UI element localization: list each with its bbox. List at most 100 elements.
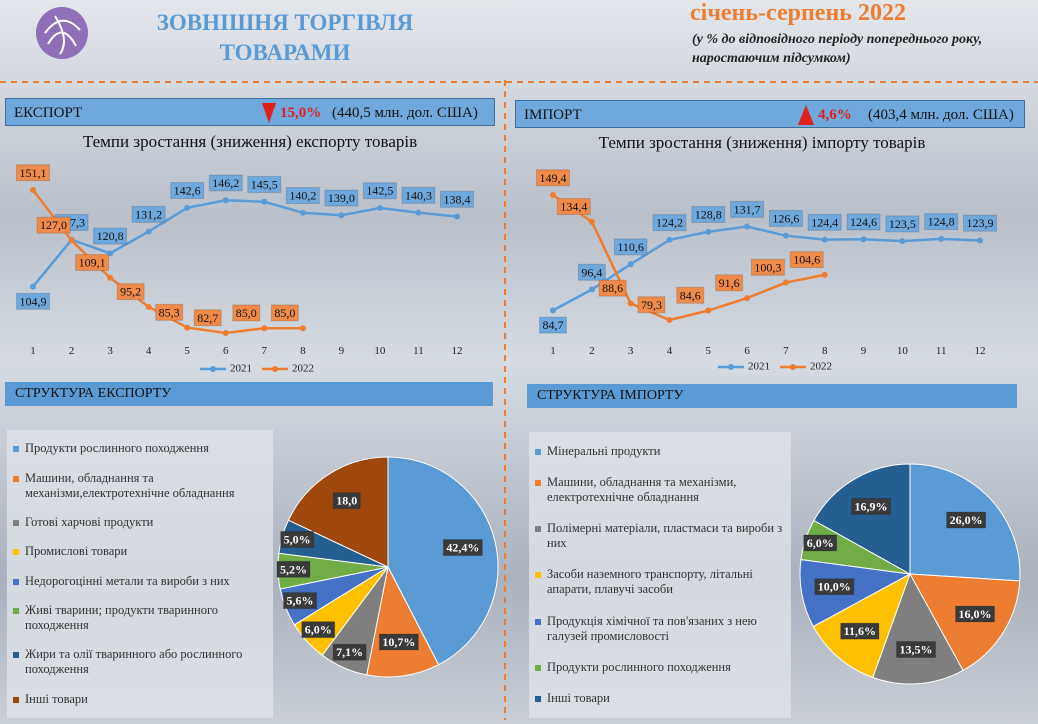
amount: (440,5 млн. дол. США) [332, 105, 478, 121]
marker [299, 209, 306, 216]
data-label-text: 11,6% [844, 624, 876, 638]
data-label-text: 5,2% [280, 562, 307, 576]
legend-label: Мінеральні продукти [547, 444, 661, 459]
logo-mark [44, 15, 81, 55]
legend-swatch [535, 695, 541, 702]
marker [588, 218, 595, 225]
x-tick-label: 2 [589, 345, 595, 357]
label-box [885, 215, 920, 233]
legend-item: Недорогоцінні метали та вироби з них [13, 574, 267, 589]
label-box [440, 190, 474, 208]
data-label: 145,5 [247, 175, 282, 193]
label-box [75, 254, 110, 272]
data-label: 85,0 [232, 304, 261, 322]
legend-item: Засоби наземного транспорту, літальні ап… [535, 567, 785, 597]
data-label: 84,7 [539, 316, 567, 334]
data-label: 139,0 [324, 189, 359, 207]
label-box [730, 200, 765, 218]
legend-label: 2021 [230, 363, 252, 375]
label-box [924, 213, 959, 231]
marker [145, 303, 152, 310]
legend-item: Живі тварини; продукти тваринного походж… [13, 603, 267, 633]
x-tick-label: 11 [413, 345, 424, 357]
x-tick-label: 10 [374, 345, 386, 357]
data-label: 96,4 [577, 263, 606, 281]
data-label: 5,6% [283, 592, 318, 610]
chart-title: Темпи зростання (зниження) експорту това… [83, 132, 417, 151]
label-box [401, 186, 436, 204]
marker [666, 236, 673, 243]
data-label: 120,8 [93, 227, 128, 245]
marker [744, 295, 751, 302]
subtitle: (у % до відповідного періоду попередньог… [692, 32, 983, 66]
data-label: 82,7 [193, 309, 222, 327]
data-label-text: 104,9 [20, 294, 47, 308]
label-box [332, 643, 367, 661]
x-tick-label: 9 [339, 345, 345, 357]
marker [821, 236, 828, 243]
pie-slice [287, 456, 389, 568]
data-label: 42,4% [442, 539, 483, 557]
data-label-text: 16,0% [959, 607, 992, 621]
marker [782, 232, 789, 239]
data-label-text: 151,1 [20, 166, 47, 180]
legend-item: Машини, обладнання та механізми, електро… [535, 475, 785, 505]
legend-item: Інші товари [13, 692, 267, 707]
data-label: 16,0% [955, 605, 996, 623]
marker [627, 300, 634, 307]
label-box [131, 205, 166, 223]
data-label: 5,0% [280, 530, 315, 548]
title: ЗОВНІШНЯ ТОРГІВЛЯ ТОВАРАМИ [156, 10, 414, 65]
data-label-text: 131,7 [734, 202, 761, 216]
legend: Продукти рослинного походження Машини, об… [7, 430, 273, 718]
x-tick-label: 4 [146, 345, 152, 357]
data-label: 88,6 [598, 279, 627, 297]
change: 15,0% [280, 105, 322, 121]
legend-swatch [535, 664, 541, 671]
legend-label: Машини, обладнання та механізми,електрот… [25, 470, 235, 500]
x-tick-label: 6 [744, 345, 750, 357]
x-tick-label: 2 [69, 345, 75, 357]
data-label: 131,7 [730, 200, 765, 218]
marker [338, 212, 345, 219]
legend-label: Продукти рослинного походження [547, 659, 731, 674]
legend-label: Живі тварини; продукти тваринного походж… [25, 603, 219, 633]
data-label: 142,5 [362, 182, 397, 200]
x-tick-label: 3 [628, 345, 634, 357]
label-box [324, 189, 359, 207]
data-label: 10,7% [378, 633, 419, 651]
x-tick-label: 11 [936, 345, 947, 357]
marker [184, 204, 191, 211]
x-tick-label: 5 [706, 345, 712, 357]
data-label-text: 124,8 [928, 215, 955, 229]
legend-marker [728, 364, 734, 370]
legend-swatch [535, 618, 541, 625]
data-label-text: 85,0 [274, 306, 295, 320]
legend-swatch [13, 608, 19, 615]
legend-swatch [13, 578, 19, 585]
label-box [93, 227, 128, 245]
data-label-text: 145,5 [251, 177, 278, 191]
label-box [332, 492, 361, 510]
data-label: 151,1 [16, 164, 50, 182]
label-box [301, 621, 336, 639]
data-label-text: 13,5% [900, 643, 933, 657]
data-label-text: 42,4% [446, 541, 479, 555]
legend-item: Продукти рослинного походження [13, 441, 267, 456]
data-label-text: 79,3 [641, 298, 662, 312]
label-box [283, 592, 318, 610]
label-box [851, 497, 892, 515]
marker [145, 228, 152, 235]
data-label: 6,0% [803, 534, 838, 552]
marker [899, 238, 906, 245]
section-title: СТРУКТУРА ЕКСПОРТУ [5, 382, 493, 406]
data-label-text: 139,0 [328, 191, 355, 205]
label-box [155, 303, 184, 321]
marker [184, 324, 191, 331]
label-box [556, 197, 591, 215]
label-box [652, 214, 687, 232]
data-label: 91,6 [715, 274, 744, 292]
label-box [896, 641, 937, 659]
data-label-text: 91,6 [719, 276, 740, 290]
x-tick-label: 8 [300, 345, 306, 357]
